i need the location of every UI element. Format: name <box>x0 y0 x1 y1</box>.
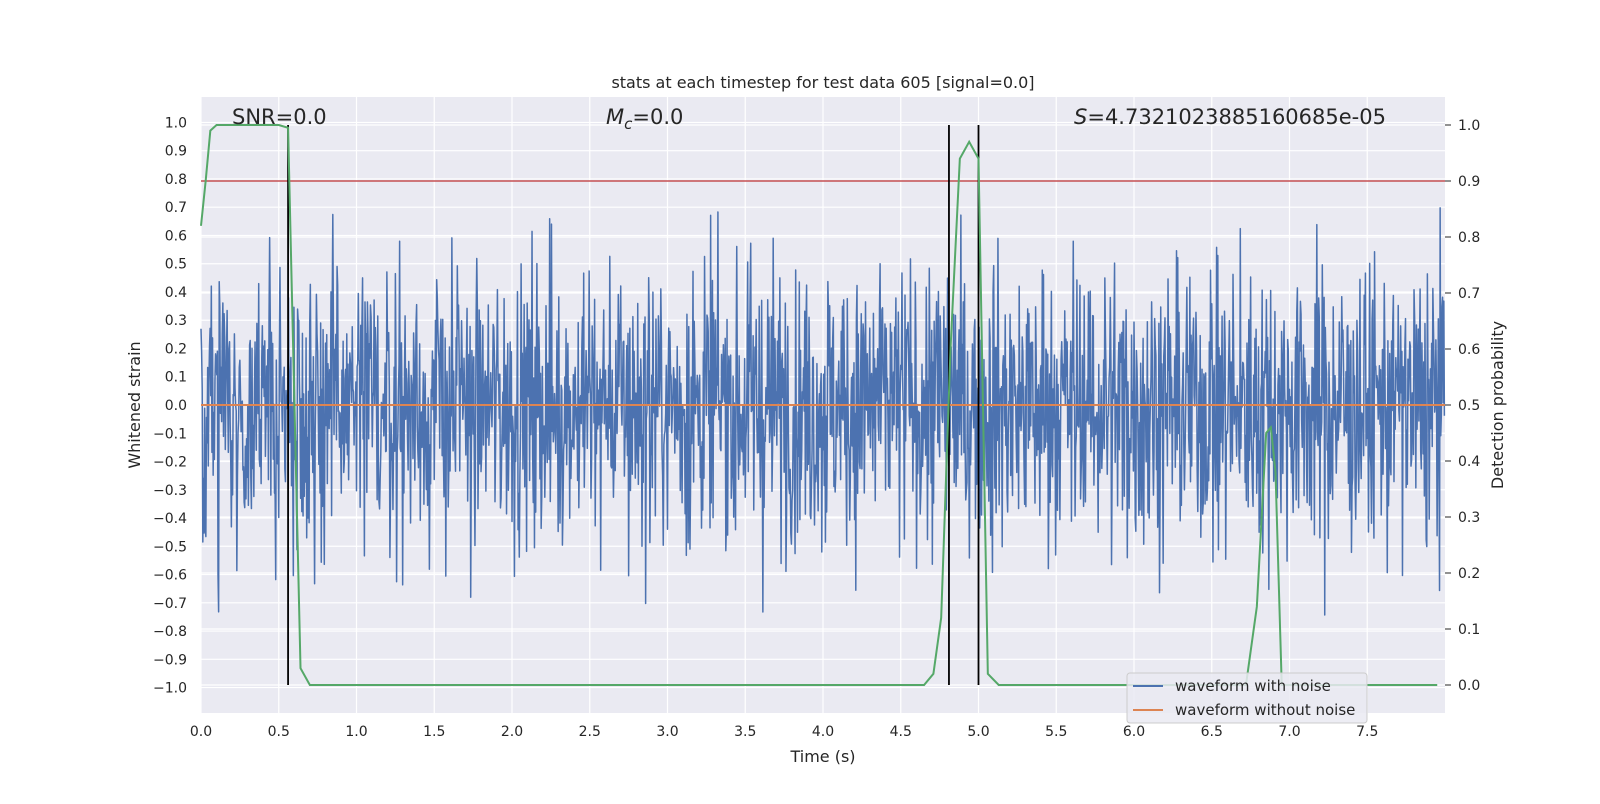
y-right-tick-label: 1.0 <box>1458 118 1480 134</box>
y-tick-label: −0.5 <box>153 539 187 555</box>
significance-annotation: S=4.7321023885160685e-05 <box>1074 105 1386 129</box>
y-axis-label-right: Detection probability <box>1488 321 1507 489</box>
y-tick-label: −1.0 <box>153 681 187 697</box>
x-tick-label: 2.5 <box>579 724 601 740</box>
y-tick-label: 0.8 <box>165 172 187 188</box>
x-tick-label: 2.0 <box>501 724 523 740</box>
series-line-waveform-with-noise <box>200 207 1446 616</box>
y-right-tick-label: 0.0 <box>1458 678 1480 694</box>
y-tick-label: 1.0 <box>165 115 187 131</box>
y-tick-label: 0.5 <box>165 257 187 273</box>
y-tick-label: 0.4 <box>165 285 187 301</box>
y-right-tick-label: 0.3 <box>1458 510 1480 526</box>
y-tick-label: −0.3 <box>153 483 187 499</box>
y-right-tick-label: 0.9 <box>1458 174 1480 190</box>
y-tick-label: −0.1 <box>153 426 187 442</box>
x-tick-label: 6.0 <box>1123 724 1145 740</box>
y-right-tick-label: 0.1 <box>1458 622 1480 638</box>
y-tick-label: −0.9 <box>153 652 187 668</box>
y-right-tick-label: 0.6 <box>1458 342 1480 358</box>
x-tick-label: 1.0 <box>345 724 367 740</box>
x-tick-label: 3.0 <box>656 724 678 740</box>
x-tick-label: 5.0 <box>967 724 989 740</box>
y-tick-label: 0.3 <box>165 313 187 329</box>
noise-waveform-layer <box>200 207 1446 616</box>
x-tick-label: 6.5 <box>1201 724 1223 740</box>
legend-label-waveform-without-noise: waveform without noise <box>1175 701 1355 719</box>
x-tick-label: 7.5 <box>1356 724 1378 740</box>
y-tick-label: 0.9 <box>165 144 187 160</box>
x-axis-label: Time (s) <box>789 747 855 766</box>
y-right-tick-label: 0.4 <box>1458 454 1480 470</box>
x-tick-label: 0.0 <box>190 724 212 740</box>
y-axis-ticks-right: 1.0 0.9 0.8 0.7 0.6 0.5 0.4 0.3 0.2 0.1 0.0 <box>1445 118 1480 694</box>
x-axis-ticks: 0.0 0.5 1.0 1.5 2.0 2.5 3.0 3.5 4.0 4.5 5.0 5.5 6.0 6… <box>190 724 1379 740</box>
x-tick-label: 4.0 <box>812 724 834 740</box>
legend: waveform with noise waveform without noi… <box>1126 672 1368 724</box>
y-tick-label: 0.0 <box>165 398 187 414</box>
series-line-detection-probability <box>200 124 1438 686</box>
y-tick-label: 0.2 <box>165 341 187 357</box>
snr-annotation: SNR=0.0 <box>232 105 327 129</box>
x-tick-label: 7.0 <box>1278 724 1300 740</box>
y-axis-label-left: Whitened strain <box>125 341 144 468</box>
x-tick-label: 5.5 <box>1045 724 1067 740</box>
y-axis-ticks-left: 1.0 0.9 0.8 0.7 0.6 0.5 0.4 0.3 0.2 0.1 0.0 −0.1 −0.… <box>153 115 187 696</box>
x-tick-label: 0.5 <box>268 724 290 740</box>
legend-box <box>1126 672 1368 724</box>
y-right-tick-label: 0.2 <box>1458 566 1480 582</box>
x-tick-label: 1.5 <box>423 724 445 740</box>
y-right-tick-label: 0.7 <box>1458 286 1480 302</box>
chart-title: stats at each timestep for test data 605… <box>611 73 1034 92</box>
y-tick-label: 0.1 <box>165 370 187 386</box>
y-tick-label: −0.4 <box>153 511 187 527</box>
y-right-tick-label: 0.8 <box>1458 230 1480 246</box>
y-tick-label: 0.6 <box>165 228 187 244</box>
x-tick-label: 4.5 <box>890 724 912 740</box>
chirp-mass-annotation: Mc=0.0 <box>606 105 683 133</box>
y-right-tick-label: 0.5 <box>1458 398 1480 414</box>
y-tick-label: −0.8 <box>153 624 187 640</box>
legend-label-waveform-with-noise: waveform with noise <box>1175 677 1331 695</box>
y-tick-label: 0.7 <box>165 200 187 216</box>
x-tick-label: 3.5 <box>734 724 756 740</box>
y-tick-label: −0.6 <box>153 568 187 584</box>
y-tick-label: −0.2 <box>153 455 187 471</box>
y-tick-label: −0.7 <box>153 596 187 612</box>
